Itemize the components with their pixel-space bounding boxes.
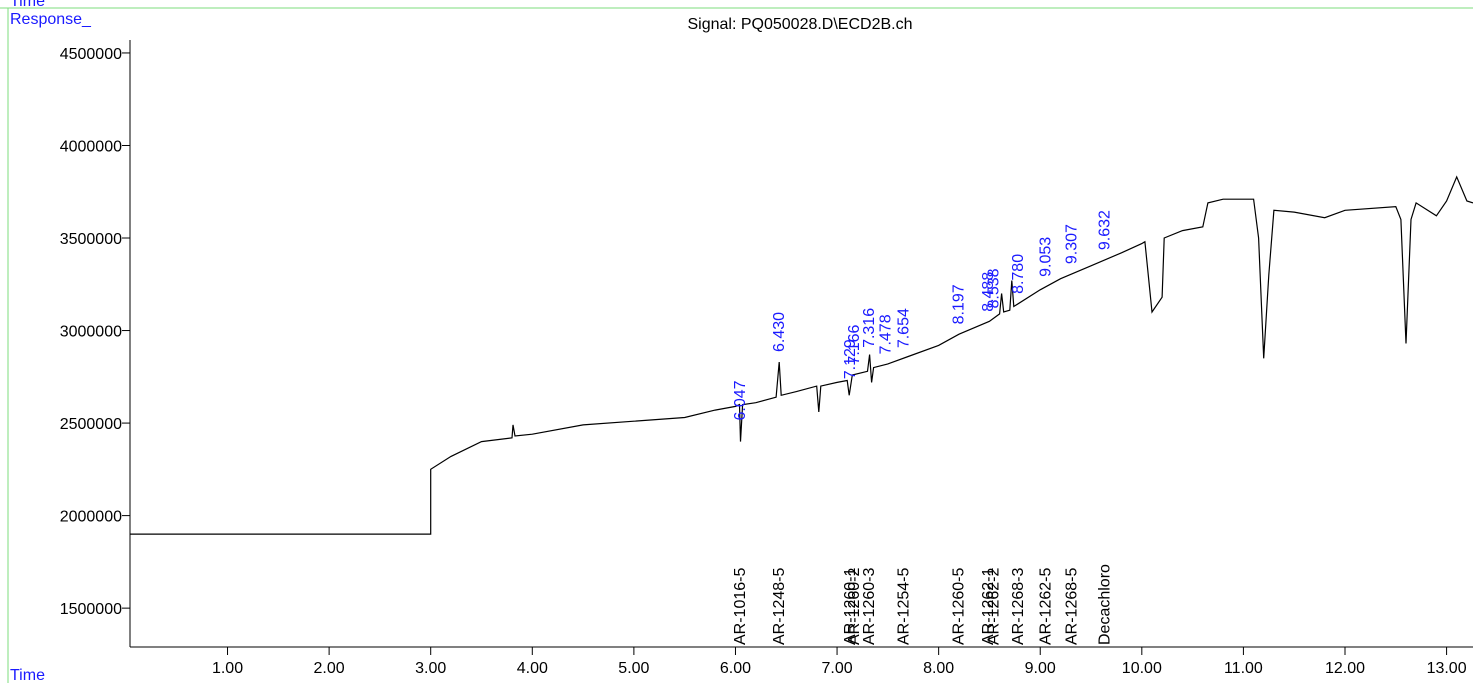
x-tick-label: 8.00 — [923, 660, 954, 677]
x-axis-label: Time — [10, 667, 45, 683]
compound-label: AR-1248-5 — [771, 568, 788, 645]
compound-label: AR-1268-3 — [1010, 568, 1027, 645]
compound-label: AR-1262-5 — [1038, 568, 1055, 645]
x-tick-label: 13.00 — [1427, 660, 1467, 677]
x-tick-label: 3.00 — [415, 660, 446, 677]
x-tick-label: 1.00 — [212, 660, 243, 677]
compound-label: AR-1260-3 — [861, 568, 878, 645]
x-tick-label: 9.00 — [1025, 660, 1056, 677]
compound-label: AR-1260-5 — [951, 568, 968, 645]
y-axis-label: Response_ — [10, 11, 92, 28]
x-tick-label: 5.00 — [618, 660, 649, 677]
x-tick-label: 7.00 — [821, 660, 852, 677]
compound-label: Decachloro — [1096, 564, 1113, 645]
y-tick-label: 4500000 — [60, 46, 122, 63]
compound-label: AR-1268-5 — [1063, 568, 1080, 645]
peak-label: 9.632 — [1096, 210, 1113, 250]
corner-label: Time — [10, 0, 45, 10]
x-tick-label: 6.00 — [720, 660, 751, 677]
peak-label: 6.047 — [732, 380, 749, 420]
peak-label: 9.053 — [1038, 237, 1055, 277]
compound-label: AR-1260-2 — [846, 568, 863, 645]
peak-label: 7.478 — [878, 314, 895, 354]
compound-label: AR-1016-5 — [732, 568, 749, 645]
peak-label: 7.166 — [846, 324, 863, 364]
y-tick-label: 1500000 — [60, 601, 122, 618]
x-tick-label: 12.00 — [1325, 660, 1365, 677]
compound-label: AR-1254-5 — [895, 568, 912, 645]
compound-label: AR-1260-1 — [842, 568, 859, 645]
peak-label: 9.307 — [1063, 224, 1080, 264]
y-tick-label: 3000000 — [60, 324, 122, 341]
compound-label: AR-1262-2 — [985, 568, 1002, 645]
peak-label: 8.488 — [980, 272, 997, 312]
y-tick-label: 2000000 — [60, 509, 122, 526]
x-tick-label: 2.00 — [314, 660, 345, 677]
chart-title: Signal: PQ050028.D\ECD2B.ch — [687, 16, 912, 33]
signal-trace — [130, 175, 1473, 535]
peak-label: 8.197 — [951, 284, 968, 324]
peak-label: 7.129 — [842, 339, 859, 379]
y-tick-label: 4000000 — [60, 138, 122, 155]
y-tick-label: 3500000 — [60, 231, 122, 248]
peak-label: 8.538 — [985, 268, 1002, 308]
peak-label: 7.654 — [895, 308, 912, 348]
peak-label: 6.430 — [771, 312, 788, 352]
compound-label: AR-1262-1 — [980, 568, 997, 645]
y-tick-label: 2500000 — [60, 416, 122, 433]
x-tick-label: 4.00 — [517, 660, 548, 677]
peak-label: 8.780 — [1010, 254, 1027, 294]
x-tick-label: 11.00 — [1224, 660, 1263, 677]
peak-label: 7.316 — [861, 308, 878, 348]
x-tick-label: 10.00 — [1122, 660, 1162, 677]
